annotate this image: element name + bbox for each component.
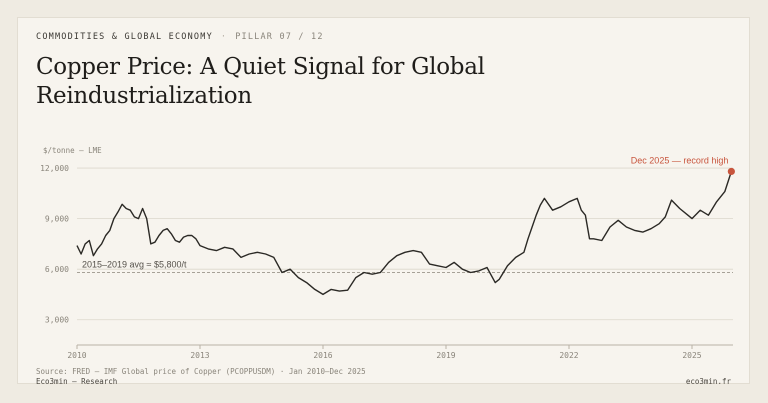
x-tick-label: 2010: [67, 351, 86, 360]
x-tick-label: 2016: [313, 351, 332, 360]
source-note: Source: FRED — IMF Global price of Coppe…: [36, 367, 366, 376]
kicker-category: COMMODITIES & GLOBAL ECONOMY: [36, 32, 213, 42]
page-title: Copper Price: A Quiet Signal for Global …: [36, 54, 485, 109]
record-high-label: Dec 2025 — record high: [631, 155, 729, 165]
x-tick-label: 2022: [559, 351, 578, 360]
x-tick-label: 2019: [436, 351, 455, 360]
average-reference-label: 2015–2019 avg ≈ $5,800/t: [82, 260, 187, 270]
x-tick-label: 2013: [190, 351, 209, 360]
kicker: COMMODITIES & GLOBAL ECONOMY · PILLAR 07 /…: [36, 32, 324, 42]
kicker-pillar: PILLAR 07 / 12: [235, 32, 324, 42]
y-tick-label: 3,000: [45, 316, 69, 325]
price-series-line: [76, 171, 733, 296]
kicker-separator: ·: [220, 32, 228, 42]
y-tick-label: 12,000: [40, 164, 69, 173]
footer-left: Source: FRED — IMF Global price of Coppe…: [36, 367, 366, 387]
y-axis-label: $/tonne — LME: [43, 146, 102, 155]
chart-card: COMMODITIES & GLOBAL ECONOMY · PILLAR 07 /…: [17, 17, 750, 387]
brand-label: Eco3min — Research: [36, 377, 118, 386]
y-tick-label: 9,000: [45, 215, 69, 224]
site-link[interactable]: eco3min.fr: [685, 377, 731, 386]
x-tick-label: 2025: [682, 351, 701, 360]
record-high-point: [727, 167, 735, 176]
y-tick-label: 6,000: [45, 265, 69, 274]
